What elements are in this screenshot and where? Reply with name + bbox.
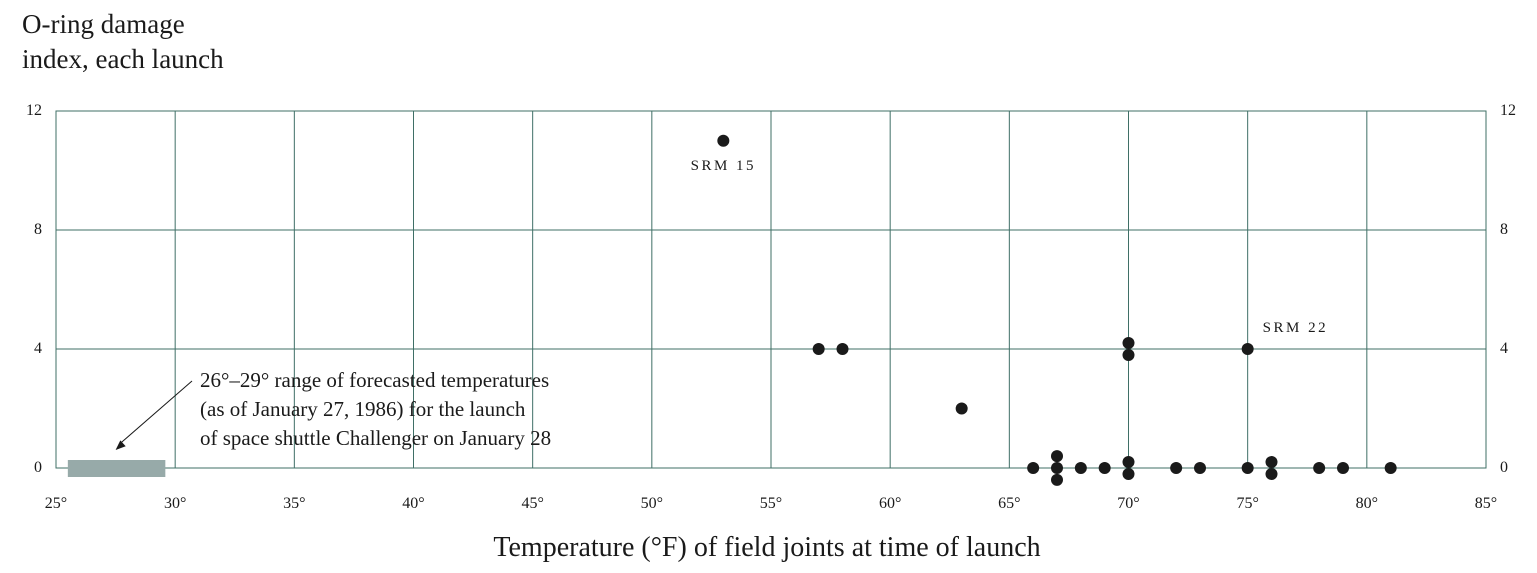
- chart-title-line-1: O-ring damage: [22, 9, 185, 39]
- chart-title: O-ring damage index, each launch: [22, 9, 224, 74]
- y-tick-label-left: 4: [34, 340, 42, 357]
- data-point: [717, 134, 730, 147]
- data-point: [1194, 462, 1206, 474]
- grid: [55, 110, 1487, 469]
- x-tick-label: 30°: [164, 495, 186, 512]
- data-point: [1098, 462, 1111, 474]
- y-tick-label-right: 8: [1500, 221, 1508, 238]
- x-axis-label: Temperature (°F) of field joints at time…: [493, 532, 1040, 563]
- data-point: [1241, 343, 1254, 355]
- data-point: [836, 343, 849, 355]
- point-label: SRM 15: [691, 158, 756, 174]
- data-point: [1122, 456, 1135, 469]
- data-point: [1313, 462, 1326, 474]
- x-tick-label: 25°: [45, 495, 67, 512]
- x-tick-label: 35°: [283, 495, 305, 512]
- x-tick-label: 45°: [521, 495, 543, 512]
- x-tick-labels: 25° 30° 35° 40° 45° 50° 55° 60° 65° 70° 75° 80° 85°: [45, 495, 1497, 512]
- y-tick-label-right: 12: [1500, 102, 1516, 119]
- chart-title-line-2: index, each launch: [22, 44, 224, 74]
- x-tick-label: 80°: [1356, 495, 1378, 512]
- annotation-line-3: of space shuttle Challenger on January 2…: [200, 426, 551, 450]
- forecast-annotation: 26°–29° range of forecasted temperatures…: [200, 368, 551, 450]
- point-labels: SRM 15 SRM 22: [691, 158, 1328, 336]
- data-point: [1027, 462, 1040, 474]
- data-point: [955, 402, 968, 415]
- y-tick-label-right: 0: [1500, 459, 1508, 476]
- x-tick-label: 85°: [1475, 495, 1497, 512]
- data-point: [1337, 462, 1349, 474]
- data-point: [1122, 467, 1135, 480]
- point-label: SRM 22: [1263, 320, 1328, 336]
- y-tick-label-left: 8: [34, 221, 42, 238]
- data-point: [1122, 348, 1135, 361]
- data-point: [1170, 462, 1183, 474]
- data-point: [1122, 337, 1135, 350]
- data-point: [1384, 462, 1397, 474]
- y-tick-label-left: 12: [26, 102, 42, 119]
- data-point: [1265, 456, 1278, 469]
- data-point: [1051, 473, 1063, 486]
- annotation-arrow: [119, 380, 193, 445]
- data-point: [1074, 462, 1087, 474]
- data-point: [812, 343, 825, 355]
- x-tick-label: 50°: [641, 495, 663, 512]
- y-tick-labels: 0 0 4 4 8 8 12 12: [26, 102, 1516, 476]
- annotation-line-2: (as of January 27, 1986) for the launch: [200, 397, 526, 421]
- x-tick-label: 60°: [879, 495, 901, 512]
- x-tick-label: 70°: [1117, 495, 1139, 512]
- data-point: [1265, 467, 1278, 480]
- data-point: [1051, 450, 1063, 463]
- annotation-line-1: 26°–29° range of forecasted temperatures: [200, 368, 549, 392]
- x-tick-label: 40°: [402, 495, 424, 512]
- data-points: [717, 134, 1397, 486]
- x-tick-label: 55°: [760, 495, 782, 512]
- annotation-arrowhead: [115, 440, 126, 450]
- data-point: [1051, 462, 1063, 474]
- y-tick-label-right: 4: [1500, 340, 1508, 357]
- x-tick-label: 65°: [998, 495, 1020, 512]
- forecast-range-bar: [67, 460, 166, 477]
- data-point: [1241, 462, 1254, 474]
- x-tick-label: 75°: [1236, 495, 1258, 512]
- y-tick-label-left: 0: [34, 459, 42, 476]
